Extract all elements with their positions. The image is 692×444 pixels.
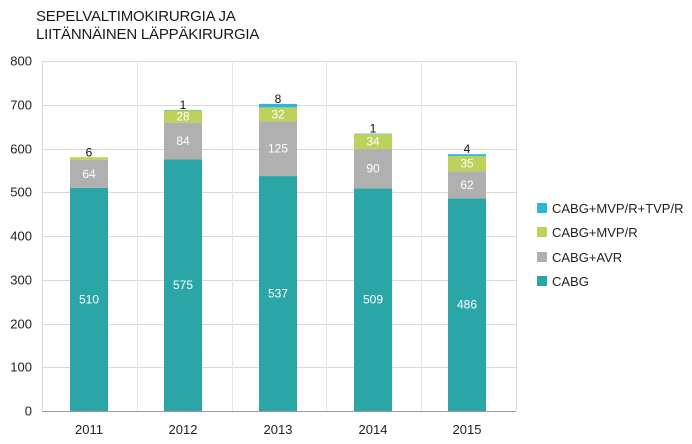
bar-segment-cabg-mvp-r-2015 (448, 155, 486, 172)
chart-title: SEPELVALTIMOKIRURGIA JA LIITÄNNÄINEN LÄP… (36, 8, 259, 44)
data-label: 510 (79, 292, 99, 306)
data-label: 34 (366, 135, 380, 149)
data-label: 537 (268, 287, 288, 301)
x-tick-label: 2015 (453, 422, 482, 437)
chart-title-line-2: LIITÄNNÄINEN LÄPPÄKIRURGIA (36, 26, 260, 43)
data-label: 8 (275, 92, 282, 106)
legend-swatch (537, 276, 547, 286)
y-tick-label: 700 (10, 98, 32, 113)
data-label: 62 (460, 178, 474, 192)
legend: CABG+MVP/R+TVP/R CABG+MVP/R CABG+AVR CABG (537, 201, 683, 289)
y-tick-label: 0 (25, 404, 32, 419)
legend-label: CABG (552, 274, 589, 289)
data-label: 1 (180, 98, 187, 112)
bar-segment-cabg-avr-2014 (354, 148, 392, 189)
y-axis-ticks: 0 100 200 300 400 500 600 700 800 (10, 54, 32, 419)
data-label: 125 (268, 142, 288, 156)
y-tick-label: 800 (10, 54, 32, 69)
x-tick-label: 2013 (264, 422, 293, 437)
legend-swatch (537, 252, 547, 262)
bar-segment-cabg-2015 (448, 198, 486, 411)
bar-segment-cabg-mvp-r-2011 (70, 157, 108, 160)
chart-title-line-1: SEPELVALTIMOKIRURGIA JA (36, 8, 236, 25)
y-tick-label: 500 (10, 185, 32, 200)
data-label: 35 (460, 157, 474, 171)
data-label: 28 (176, 110, 190, 124)
legend-label: CABG+AVR (552, 250, 622, 265)
bar-segment-cabg-2014 (354, 188, 392, 411)
bar-segment-cabg-avr-2013 (259, 121, 297, 177)
bar-segment-cabg-2012 (164, 159, 202, 411)
bar-segment-cabg-2011 (70, 187, 108, 411)
x-tick-label: 2011 (75, 422, 103, 437)
legend-label: CABG+MVP/R+TVP/R (552, 201, 683, 216)
data-label: 575 (173, 278, 193, 292)
data-label: 64 (82, 167, 96, 181)
x-tick-label: 2012 (169, 422, 198, 437)
legend-label: CABG+MVP/R (552, 225, 638, 240)
legend-swatch (537, 227, 547, 237)
data-label: 90 (366, 162, 380, 176)
y-tick-label: 100 (10, 360, 32, 375)
data-label: 509 (363, 293, 383, 307)
bar-segment-cabg-2013 (259, 176, 297, 411)
bar-segment-cabg-mvp-r-2013 (259, 107, 297, 122)
bar-segment-cabg-avr-2015 (448, 171, 486, 199)
bar-segment-cabg-mvp-r-tvp-r-2015 (448, 154, 486, 156)
y-tick-label: 600 (10, 142, 32, 157)
legend-swatch (537, 203, 547, 213)
bar-segment-cabg-mvp-r-tvp-r-2013 (259, 103, 297, 108)
bar-segment-cabg-mvp-r-2014 (354, 134, 392, 149)
data-label: 84 (176, 134, 190, 148)
bar-segment-cabg-avr-2012 (164, 122, 202, 160)
data-label: 486 (457, 298, 477, 312)
bar-segment-cabg-mvp-r-2012 (164, 110, 202, 123)
x-tick-label: 2014 (359, 422, 388, 437)
gridlines (42, 61, 517, 412)
data-label: 1 (370, 122, 377, 136)
data-label: 4 (464, 142, 471, 156)
y-tick-label: 300 (10, 273, 32, 288)
x-axis-ticks: 2011 2012 2013 2014 2015 (75, 422, 481, 437)
data-label: 32 (271, 107, 285, 121)
y-tick-label: 200 (10, 317, 32, 332)
bar-segment-cabg-avr-2011 (70, 159, 108, 188)
y-tick-label: 400 (10, 229, 32, 244)
data-label: 6 (86, 145, 93, 159)
